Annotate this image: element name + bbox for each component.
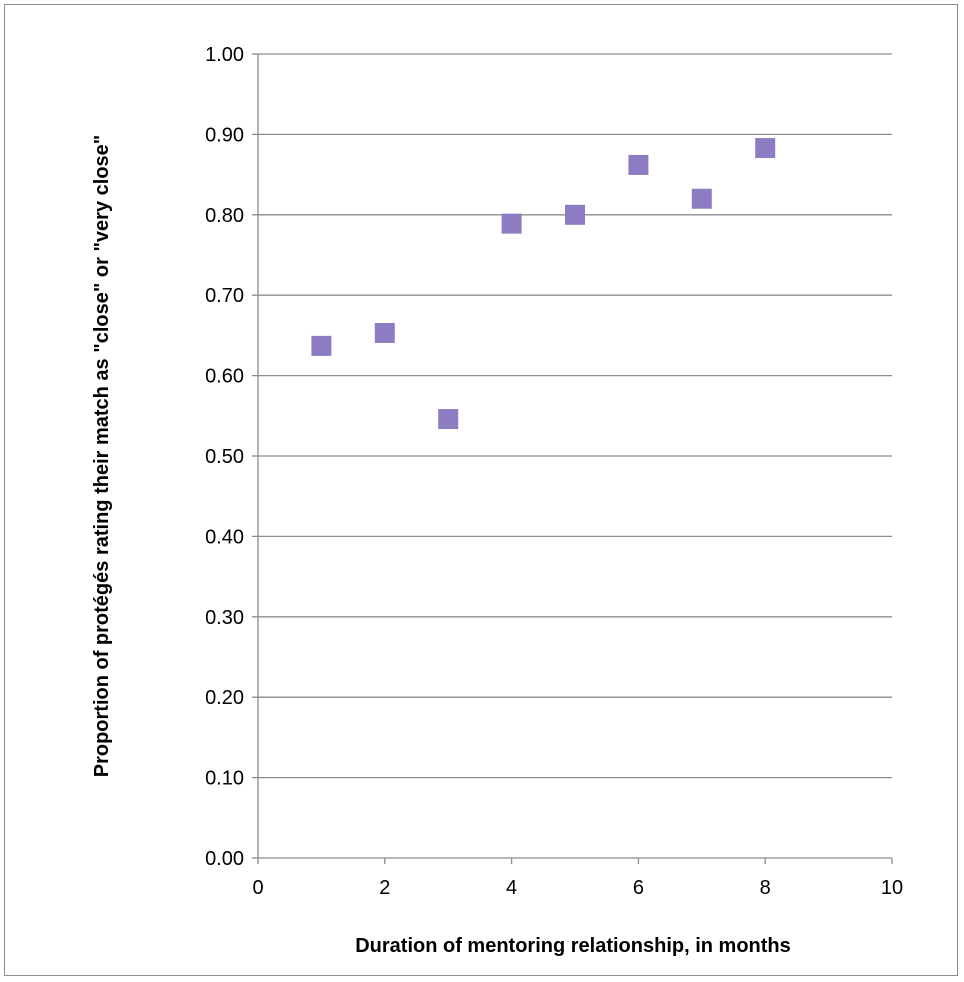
y-tick-label: 0.80 [205,205,244,227]
data-point [501,213,522,234]
data-point [311,335,332,356]
y-tick-label: 0.40 [205,526,244,548]
x-tick-label: 4 [506,877,517,899]
y-tick-label: 0.00 [205,848,244,870]
data-point [565,204,585,225]
x-axis-title: Duration of mentoring relationship, in m… [355,935,791,957]
y-tick-label: 0.10 [205,768,244,790]
y-tick-label: 1.00 [205,44,244,66]
y-tick-label: 0.50 [205,446,244,468]
y-tick-label: 0.90 [205,124,244,146]
chart-frame [4,4,958,976]
data-point [755,138,776,159]
y-tick-label: 0.30 [205,607,244,629]
y-tick-label: 0.20 [205,687,244,709]
y-axis-title: Proportion of protégés rating their matc… [91,135,113,778]
data-point [438,409,459,430]
data-point [628,154,649,175]
data-point [691,188,712,209]
x-tick-label: 0 [252,877,263,899]
x-tick-label: 8 [760,877,771,899]
x-tick-label: 6 [633,877,644,899]
data-points [311,138,776,430]
y-tick-label: 0.70 [205,285,244,307]
gridlines [258,53,892,779]
x-tick-label: 10 [881,877,903,899]
data-point [374,322,395,343]
x-tick-label: 2 [379,877,390,899]
ticks: 0.00 0.10 0.20 0.30 0.40 0.50 0.60 0.70 0.80 0.90… [205,44,903,899]
y-tick-label: 0.60 [205,366,244,388]
